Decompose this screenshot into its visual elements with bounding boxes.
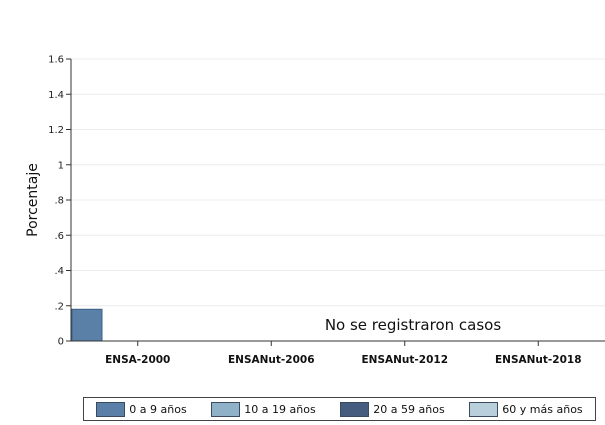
y-tick-label: .4 bbox=[54, 266, 64, 277]
bars bbox=[71, 308, 103, 342]
legend-swatch bbox=[96, 401, 126, 417]
legend-label: 10 a 19 años bbox=[244, 402, 316, 416]
legend-swatch bbox=[211, 401, 241, 417]
legend-item: 0 a 9 años bbox=[96, 401, 187, 417]
legend: 0 a 9 años 10 a 19 años 20 a 59 años 60 y m… bbox=[83, 397, 596, 421]
y-tick-label: .2 bbox=[54, 301, 64, 312]
y-tick-label: 1 bbox=[58, 160, 64, 171]
legend-swatch bbox=[469, 401, 499, 417]
y-tick-label: 1.4 bbox=[48, 90, 64, 101]
y-ticks: 0 .2 .4 .6 .8 1 1.2 1.4 1.6 bbox=[48, 55, 71, 348]
x-tick-label: ENSANut-2006 bbox=[228, 354, 315, 366]
gridlines bbox=[71, 58, 605, 307]
y-tick-label: .6 bbox=[54, 231, 64, 242]
legend-item: 20 a 59 años bbox=[340, 401, 445, 417]
y-axis-label: Porcentaje bbox=[25, 163, 41, 237]
legend-label: 20 a 59 años bbox=[373, 402, 445, 416]
x-ticks: ENSA-2000 ENSANut-2006 ENSANut-2012 ENSANut… bbox=[105, 341, 582, 366]
y-tick-label: 1.6 bbox=[48, 55, 64, 66]
y-tick-label: 0 bbox=[58, 337, 64, 348]
legend-item: 10 a 19 años bbox=[211, 401, 316, 417]
x-tick-label: ENSA-2000 bbox=[105, 354, 170, 366]
x-tick-label: ENSANut-2018 bbox=[495, 354, 582, 366]
legend-item: 60 y más años bbox=[469, 401, 583, 417]
legend-swatch bbox=[340, 401, 370, 417]
legend-label: 60 y más años bbox=[502, 402, 583, 416]
no-cases-annotation: No se registraron casos bbox=[325, 316, 502, 334]
y-tick-label: 1.2 bbox=[48, 125, 64, 136]
legend-label: 0 a 9 años bbox=[129, 402, 187, 416]
y-tick-label: .8 bbox=[54, 196, 64, 207]
x-tick-label: ENSANut-2012 bbox=[361, 354, 448, 366]
bar bbox=[71, 308, 103, 342]
